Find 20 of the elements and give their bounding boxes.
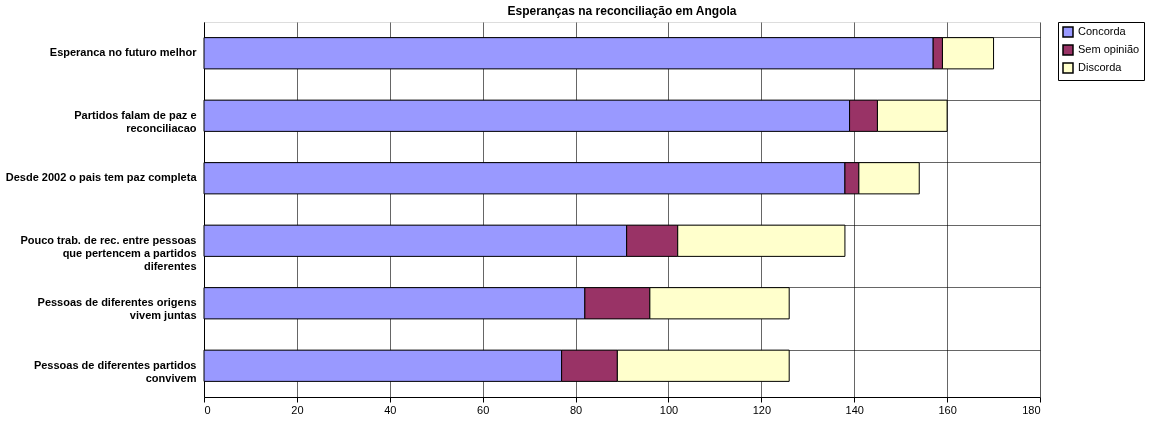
- y-tick-label: Esperanca no futuro melhor: [49, 46, 198, 59]
- legend-label: Sem opinião: [1078, 43, 1140, 55]
- legend-label: Concorda: [1078, 25, 1127, 37]
- x-tick-label: 40: [384, 403, 397, 416]
- x-tick-label: 120: [752, 403, 772, 416]
- legend-label: Discorda: [1078, 61, 1123, 73]
- x-tick-label: 160: [938, 403, 957, 416]
- x-tick-label: 20: [291, 403, 304, 416]
- y-tick-label: Pessoas de diferentes partidos convivem: [33, 358, 197, 384]
- y-tick-label: Pouco trab. de rec. entre pessoas que pertencem a partidos diferentes: [20, 233, 197, 272]
- x-tick-label: 100: [659, 403, 679, 416]
- x-tick-label: 0: [204, 403, 211, 416]
- x-tick-label: 180: [1022, 403, 1041, 416]
- x-tick-label: 80: [569, 403, 583, 416]
- chart-title: Esperanças na reconciliação em Angola: [507, 4, 737, 18]
- x-tick-label: 60: [477, 403, 490, 416]
- x-tick-label: 140: [845, 403, 864, 416]
- y-tick-label: Desde 2002 o pais tem paz completa: [5, 171, 198, 184]
- y-tick-label: Pessoas de diferentes origens vivem juntas: [37, 296, 197, 322]
- y-tick-label: Partidos falam de paz e reconciliacao: [74, 108, 197, 134]
